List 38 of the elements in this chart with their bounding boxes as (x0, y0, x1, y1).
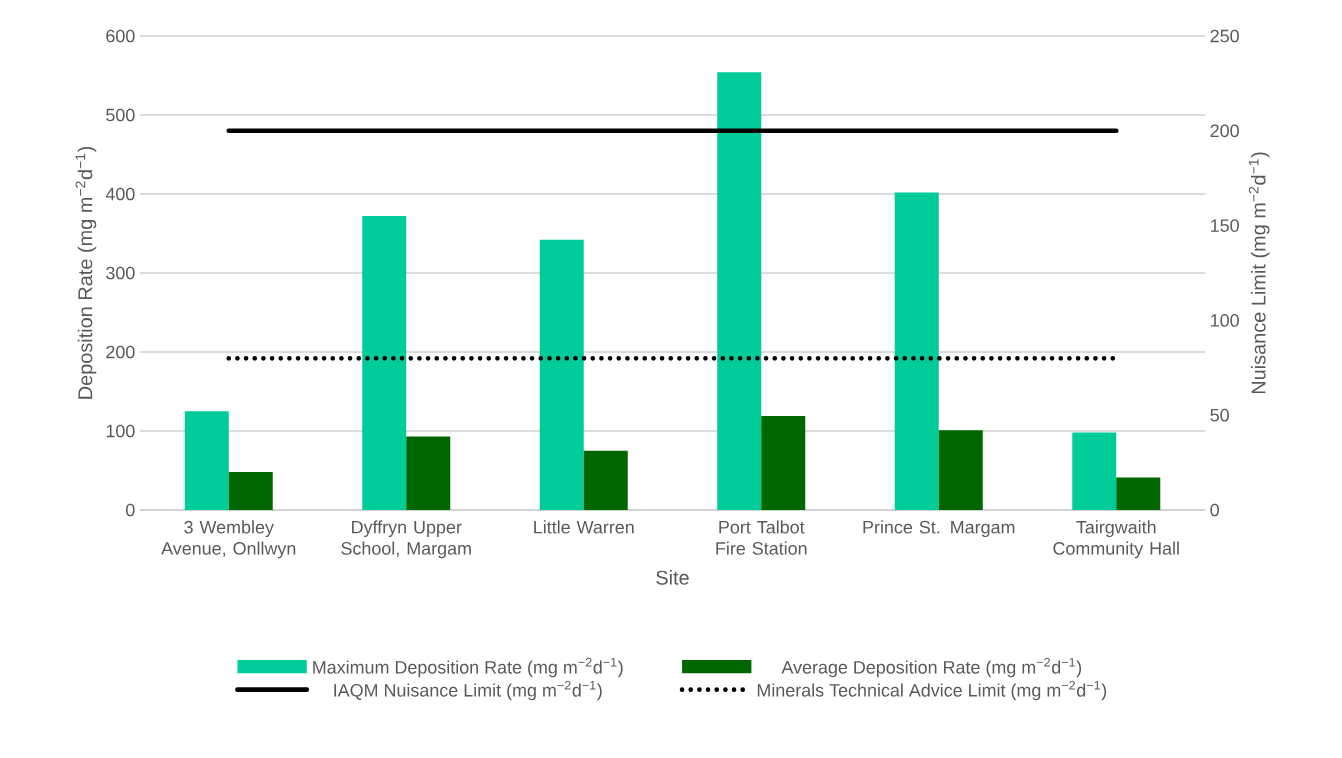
bar (1116, 477, 1161, 510)
y2-tick-label: 250 (1210, 29, 1239, 43)
x-tick-label: 3 Wembley Avenue, Onllwyn (161, 520, 296, 559)
x-tick-label: Little Warren (534, 520, 634, 534)
bar (362, 216, 407, 510)
legend-label: Maximum Deposition Rate (mg m$^{−2}$d$^{−1}$) (313, 657, 623, 678)
y2-tick-label: 100 (1211, 314, 1239, 327)
bar (761, 415, 806, 510)
y2-axis-title: Nuisance Limit (mg m$^{−2}$d$^{−1}$) (1248, 152, 1270, 394)
y-axis-title: Deposition Rate (mg m$^{−2}$d$^{−1}$) (75, 146, 97, 399)
bar (717, 72, 762, 510)
y2-tick-label: 200 (1210, 124, 1239, 138)
y-tick-label: 300 (106, 266, 135, 280)
y-tick-label: 100 (106, 424, 135, 438)
bar (894, 192, 939, 510)
y2-tick-label: 0 (1210, 503, 1219, 517)
legend-label: Minerals Technical Advice Limit (mg m$^{−2}$d$^{−1}$) (757, 680, 1107, 701)
x-tick-label: Dyffryn Upper School, Margam (341, 520, 471, 559)
y-tick-label: 200 (106, 345, 135, 359)
y-tick-label: 600 (106, 29, 135, 43)
bar (228, 472, 273, 510)
x-axis-title: Site (656, 570, 689, 585)
y-tick-label: 0 (126, 503, 135, 517)
x-tick-label: Prince St. Margam (863, 520, 1015, 538)
x-tick-label: Tairgwaith Community Hall (1053, 520, 1179, 559)
bar (583, 450, 628, 510)
y2-tick-label: 150 (1211, 219, 1239, 232)
bar (406, 436, 451, 510)
bar (1072, 432, 1117, 510)
y-tick-label: 400 (105, 187, 135, 201)
bar (184, 411, 229, 510)
bar (539, 239, 584, 510)
x-tick-label: Port Talbot Fire Station (716, 520, 807, 555)
legend-label: IAQM Nuisance Limit (mg m$^{−2}$d$^{−1}$) (334, 680, 602, 701)
legend-label: Average Deposition Rate (mg m$^{−2}$d$^{−1}$) (781, 657, 1082, 678)
y2-tick-label: 50 (1210, 408, 1229, 422)
bar (938, 430, 983, 510)
y-tick-label: 500 (106, 108, 135, 122)
